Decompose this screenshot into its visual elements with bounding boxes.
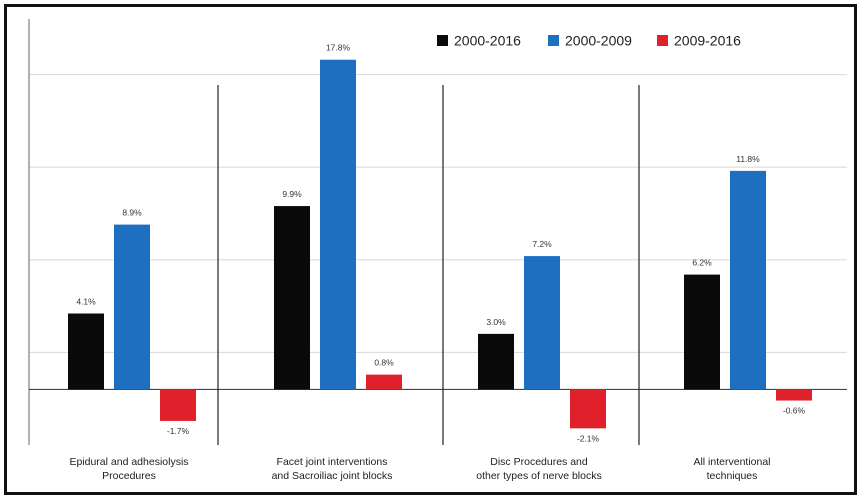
- data-label-2000-2009-0: 8.9%: [122, 208, 142, 218]
- data-label-2000-2016-1: 9.9%: [282, 189, 302, 199]
- legend-swatch-2009-2016: [657, 35, 668, 46]
- data-label-2000-2016-2: 3.0%: [486, 317, 506, 327]
- data-label-2000-2009-1: 17.8%: [326, 43, 351, 53]
- category-label-3-line-1: techniques: [707, 470, 758, 482]
- bar-2000-2016-2: [478, 333, 514, 390]
- bar-2009-2016-3: [776, 389, 812, 401]
- category-label-0-line-0: Epidural and adhesiolysis: [69, 456, 188, 468]
- data-label-2009-2016-0: -1.7%: [167, 426, 190, 436]
- bar-2000-2009-3: [730, 170, 766, 390]
- category-label-3-line-0: All interventional: [693, 456, 770, 468]
- legend-swatch-2000-2009: [548, 35, 559, 46]
- legend-swatch-2000-2016: [437, 35, 448, 46]
- bar-2000-2016-3: [684, 274, 720, 390]
- bar-2000-2016-0: [68, 313, 104, 390]
- chart-frame: 4.1% 8.9% -1.7% Epidural and adhesiolysis Pr…: [4, 4, 857, 495]
- data-label-2009-2016-1: 0.8%: [374, 358, 394, 368]
- category-label-2-line-0: Disc Procedures and: [490, 456, 588, 468]
- bar-2000-2009-0: [114, 224, 150, 390]
- legend-label-2000-2016: 2000-2016: [454, 33, 521, 49]
- category-label-2-line-1: other types of nerve blocks: [476, 470, 601, 482]
- bar-2009-2016-1: [366, 374, 402, 390]
- category-label-0-line-1: Procedures: [102, 470, 156, 482]
- legend-label-2000-2009: 2000-2009: [565, 33, 632, 49]
- data-label-2000-2016-0: 4.1%: [76, 296, 96, 306]
- bar-2000-2009-1: [320, 59, 356, 390]
- data-label-2009-2016-3: -0.6%: [783, 406, 806, 416]
- bar-2009-2016-2: [570, 389, 606, 429]
- legend-label-2009-2016: 2009-2016: [674, 33, 741, 49]
- category-label-1-line-0: Facet joint interventions: [277, 456, 388, 468]
- data-label-2009-2016-2: -2.1%: [577, 433, 600, 443]
- data-label-2000-2009-3: 11.8%: [736, 154, 760, 164]
- data-label-2000-2016-3: 6.2%: [692, 258, 712, 268]
- bar-2009-2016-0: [160, 389, 196, 421]
- bar-2000-2009-2: [524, 256, 560, 390]
- bar-chart: 4.1% 8.9% -1.7% Epidural and adhesiolysis Pr…: [28, 19, 847, 482]
- data-label-2000-2009-2: 7.2%: [532, 239, 552, 249]
- bar-2000-2016-1: [274, 206, 310, 390]
- category-label-1-line-1: and Sacroiliac joint blocks: [272, 470, 393, 482]
